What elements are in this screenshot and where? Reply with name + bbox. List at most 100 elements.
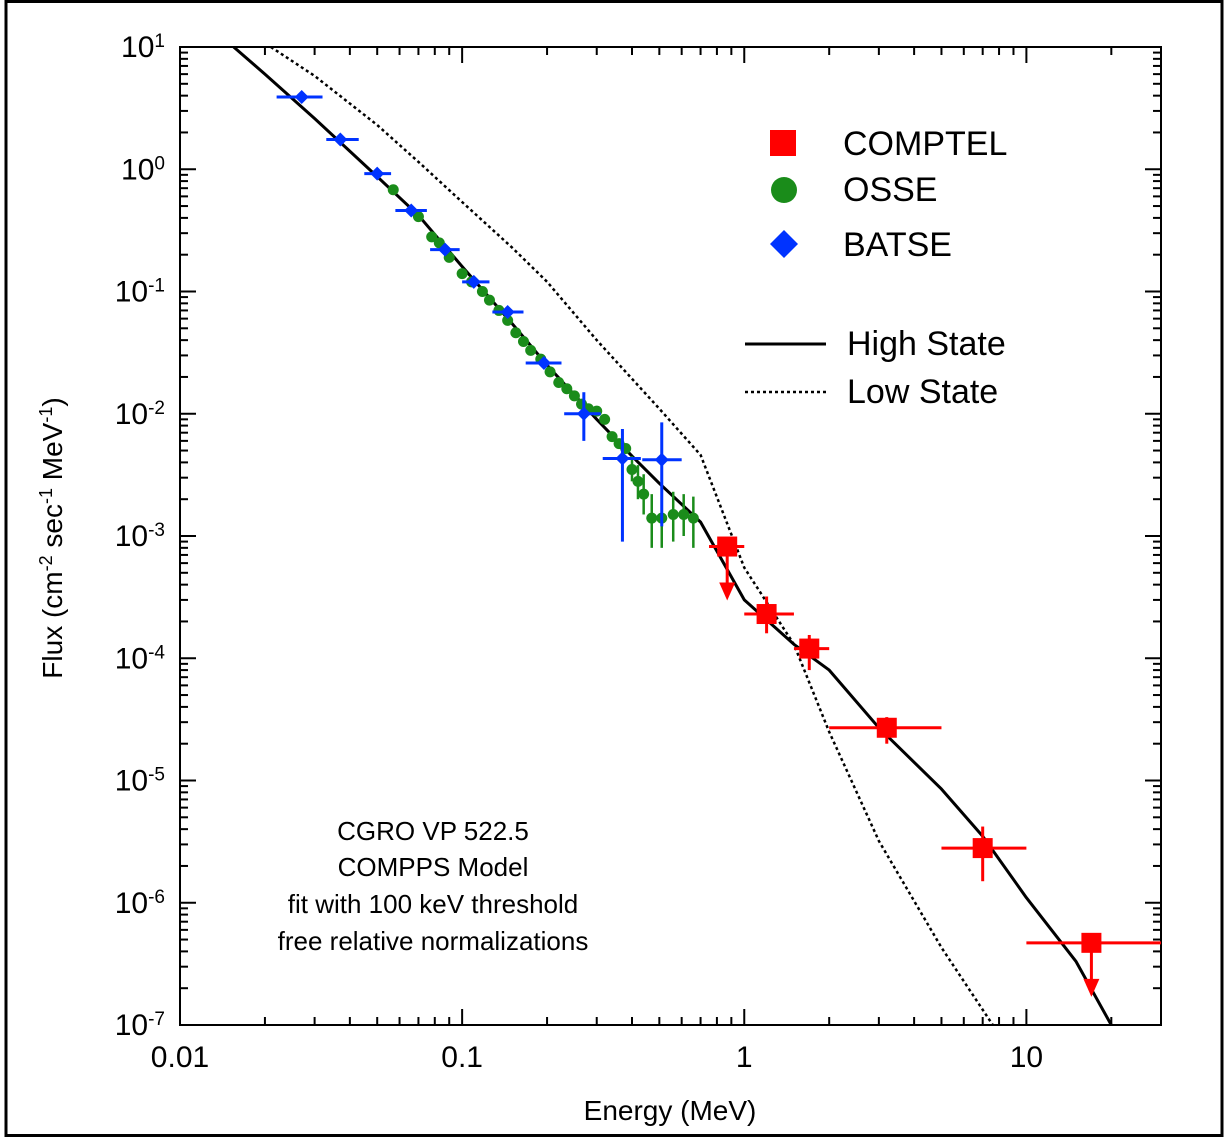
osse-point — [638, 474, 650, 515]
osse-point — [412, 211, 424, 223]
osse-marker — [502, 314, 514, 326]
y-tick-label: 10-4 — [115, 642, 166, 676]
y-tick-label: 100 — [121, 153, 165, 187]
legend: COMPTEL OSSE BATSE High State Low State — [745, 125, 1007, 411]
annotation: CGRO VP 522.5 COMPPS Model fit with 100 … — [278, 816, 589, 956]
annotation-line-1: CGRO VP 522.5 — [337, 816, 529, 846]
osse-point — [544, 366, 556, 378]
osse-point — [599, 413, 611, 425]
osse-point — [517, 335, 529, 347]
osse-marker — [568, 390, 580, 402]
figure-frame — [4, 0, 1224, 1137]
osse-marker — [667, 508, 679, 520]
legend-osse-label: OSSE — [843, 171, 937, 209]
osse-marker — [456, 268, 468, 280]
legend-osse-circle-icon — [771, 177, 797, 203]
batse-marker — [500, 304, 515, 319]
low-state-curve — [270, 45, 994, 1026]
batse-marker — [333, 132, 348, 147]
osse-marker — [476, 286, 488, 297]
batse-point — [364, 166, 392, 181]
osse-point — [502, 314, 514, 326]
osse-point — [510, 327, 522, 339]
legend-batse-diamond-icon — [770, 230, 798, 258]
comptel-marker — [972, 838, 993, 859]
batse-point — [395, 203, 427, 218]
batse-point — [462, 274, 490, 289]
osse-point — [606, 431, 618, 443]
y-tick-label: 10-3 — [115, 520, 165, 554]
osse-point — [456, 268, 468, 280]
comptel-point — [1026, 932, 1161, 997]
legend-comptel-square-icon — [770, 130, 796, 156]
osse-marker — [561, 383, 573, 395]
batse-marker — [536, 356, 551, 371]
osse-point — [626, 456, 638, 482]
batse-point — [642, 422, 682, 527]
comptel-marker — [1081, 932, 1102, 953]
osse-marker — [632, 475, 644, 487]
x-tick-label: 10 — [1010, 1041, 1043, 1074]
comptel-point — [744, 596, 794, 634]
osse-marker — [544, 366, 556, 378]
annotation-line-3: fit with 100 keV threshold — [288, 889, 579, 919]
osse-marker — [387, 184, 399, 196]
comptel-point — [941, 826, 1027, 882]
osse-marker — [412, 211, 424, 223]
osse-marker — [510, 327, 522, 339]
y-tick-label: 10-1 — [115, 275, 165, 309]
osse-point — [632, 465, 644, 500]
osse-marker — [553, 377, 565, 389]
batse-marker — [615, 451, 630, 466]
comptel-marker — [799, 638, 820, 659]
annotation-line-2: COMPPS Model — [338, 852, 529, 882]
batse-marker — [404, 203, 419, 218]
osse-marker — [517, 335, 529, 347]
y-tick-label: 10-6 — [115, 886, 165, 920]
x-tick-label: 0.1 — [441, 1041, 483, 1074]
osse-point — [687, 496, 699, 548]
osse-point — [678, 494, 690, 536]
batse-point — [326, 132, 359, 147]
legend-high-state-label: High State — [847, 325, 1006, 363]
legend-item-osse: OSSE — [771, 171, 937, 209]
osse-point — [476, 286, 488, 297]
legend-item-low-state: Low State — [745, 373, 998, 411]
comptel-upper-limit-arrow-icon — [719, 582, 736, 601]
legend-item-batse: BATSE — [770, 226, 952, 264]
annotation-line-4: free relative normalizations — [278, 926, 589, 956]
batse-point — [492, 304, 524, 319]
batse-marker — [294, 89, 309, 104]
comptel-point — [709, 536, 745, 601]
batse-point — [564, 392, 601, 441]
osse-marker — [678, 508, 690, 520]
y-tick-label: 10-7 — [115, 1009, 165, 1043]
batse-point — [430, 242, 460, 257]
legend-batse-label: BATSE — [843, 226, 952, 264]
batse-point — [602, 429, 641, 542]
batse-marker — [438, 242, 453, 257]
osse-point — [646, 494, 658, 548]
batse-marker — [370, 166, 385, 181]
comptel-upper-limit-arrow-icon — [1083, 978, 1100, 997]
y-tick-label: 10-2 — [115, 397, 165, 431]
legend-comptel-label: COMPTEL — [843, 125, 1007, 163]
y-tick-label: 10-5 — [115, 764, 165, 798]
comptel-point — [829, 717, 942, 744]
x-tick-label: 0.01 — [151, 1041, 209, 1074]
legend-low-state-label: Low State — [847, 373, 998, 411]
legend-item-comptel: COMPTEL — [770, 125, 1007, 163]
osse-point — [525, 344, 537, 356]
osse-marker — [687, 512, 699, 524]
osse-marker — [433, 237, 445, 249]
axis-ticks — [179, 47, 1162, 1026]
osse-marker — [599, 413, 611, 425]
osse-marker — [646, 512, 658, 524]
osse-point — [553, 377, 565, 389]
osse-marker — [525, 344, 537, 356]
osse-point — [568, 390, 580, 402]
osse-marker — [426, 231, 438, 243]
comptel-marker — [717, 536, 738, 557]
x-tick-label: 1 — [736, 1041, 753, 1074]
